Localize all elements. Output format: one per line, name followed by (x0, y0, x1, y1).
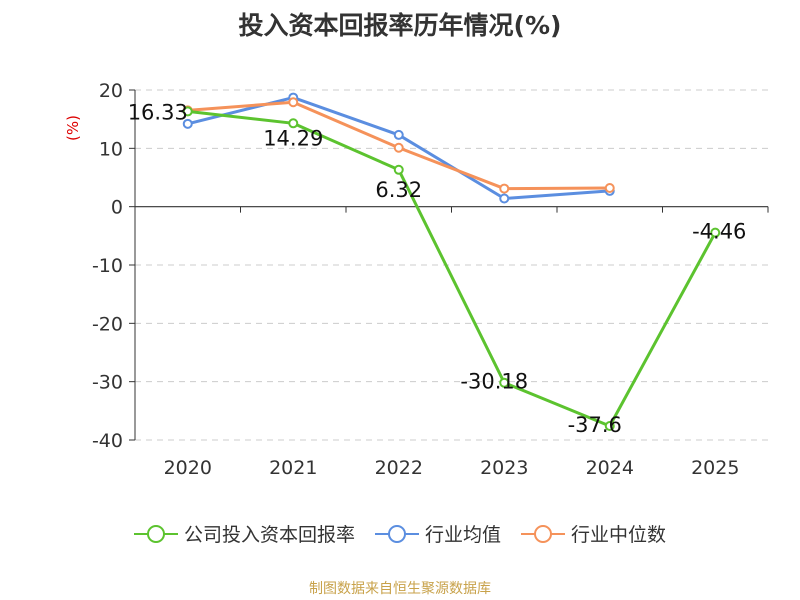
data-label: -4.46 (692, 220, 746, 244)
data-point[interactable] (393, 164, 404, 175)
y-tick-label: -30 (92, 372, 123, 394)
data-point[interactable] (710, 227, 721, 238)
legend-item-company[interactable]: 公司投入资本回报率 (133, 520, 355, 547)
x-tick-label: 2020 (164, 457, 212, 479)
legend-label-industry-median: 行业中位数 (571, 524, 667, 546)
data-label: -30.18 (460, 370, 528, 394)
data-label: 14.29 (263, 126, 323, 150)
data-point[interactable] (393, 142, 404, 153)
chart-title: 投入资本回报率历年情况(%) (238, 11, 562, 40)
x-tick-label: 2024 (586, 457, 634, 479)
source-note: 制图数据来自恒生聚源数据库 (309, 581, 491, 597)
y-tick-label: 0 (111, 197, 123, 219)
legend-item-industry-mean[interactable]: 行业均值 (374, 520, 501, 547)
data-point[interactable] (499, 377, 510, 388)
series-lines (182, 92, 721, 431)
data-label: 6.32 (375, 178, 422, 202)
data-point[interactable] (604, 421, 615, 431)
data-point[interactable] (499, 183, 510, 194)
data-point[interactable] (604, 183, 615, 193)
y-tick-label: -10 (92, 255, 123, 277)
legend: 公司投入资本回报率 行业均值 行业中位数 (0, 520, 800, 547)
legend-marker-industry-mean (374, 524, 419, 543)
series-line (187, 109, 717, 428)
y-axis-label: (%) (64, 115, 82, 141)
data-point[interactable] (288, 118, 299, 129)
legend-marker-industry-median (521, 524, 565, 543)
data-label: -37.6 (568, 413, 622, 437)
grid-lines (135, 89, 768, 441)
data-point[interactable] (499, 193, 510, 204)
legend-item-industry-median[interactable]: 行业中位数 (521, 520, 666, 547)
data-labels: 16.33 14.29 6.32 -30.18 -37.6 -4.46 (128, 100, 747, 437)
data-point[interactable] (393, 129, 404, 140)
legend-label-company: 公司投入资本回报率 (183, 524, 355, 546)
data-point[interactable] (182, 106, 193, 117)
data-label: 16.33 (128, 100, 188, 124)
data-point[interactable] (288, 97, 299, 108)
axes: 20 10 0 -10 -20 -30 -40 2020 2021 2022 2023 2024 202… (64, 80, 769, 479)
x-tick-label: 2023 (480, 457, 528, 479)
y-tick-label: 10 (99, 138, 123, 160)
x-tick-label: 2021 (269, 457, 317, 479)
x-tick-label: 2022 (375, 457, 423, 479)
legend-label-industry-mean: 行业均值 (424, 524, 501, 546)
y-tick-label: -20 (92, 313, 123, 335)
data-point[interactable] (182, 118, 193, 129)
y-tick-label: -40 (92, 430, 123, 452)
x-tick-label: 2025 (691, 457, 739, 479)
y-tick-label: 20 (99, 80, 123, 102)
legend-marker-company (133, 524, 178, 543)
